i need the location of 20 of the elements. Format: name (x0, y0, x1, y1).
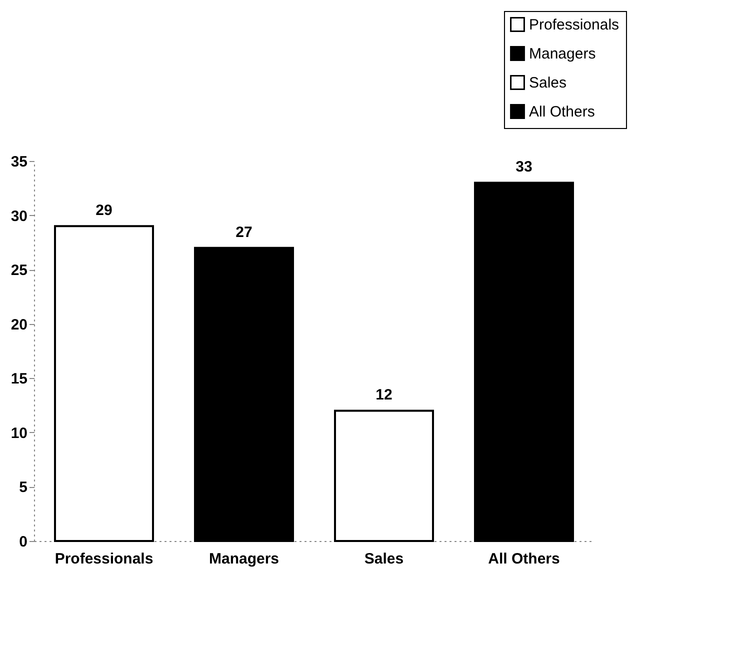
legend-label: Professionals (529, 16, 620, 34)
x-tick-label: Managers (208, 550, 280, 568)
x-tick-label: Professionals (54, 550, 154, 568)
y-tick-label: 5 (19, 479, 28, 496)
y-tick-label: 35 (10, 154, 28, 170)
legend-label: Managers (529, 46, 596, 62)
legend-label: All Others (529, 104, 595, 120)
x-tick-label: All Others (488, 550, 560, 568)
y-tick-label: 15 (10, 370, 28, 388)
y-tick-label: 10 (10, 424, 28, 442)
x-tick-label: Sales (364, 550, 404, 568)
data-label: 12 (376, 386, 392, 404)
data-label: 27 (236, 224, 252, 241)
y-tick-label: 30 (10, 208, 28, 225)
y-tick-label: 20 (10, 316, 28, 334)
y-tick-label: 25 (10, 262, 28, 280)
data-label: 29 (96, 202, 112, 220)
y-tick-label: 0 (19, 534, 28, 550)
data-label: 33 (516, 158, 532, 176)
legend-label: Sales (529, 74, 567, 92)
